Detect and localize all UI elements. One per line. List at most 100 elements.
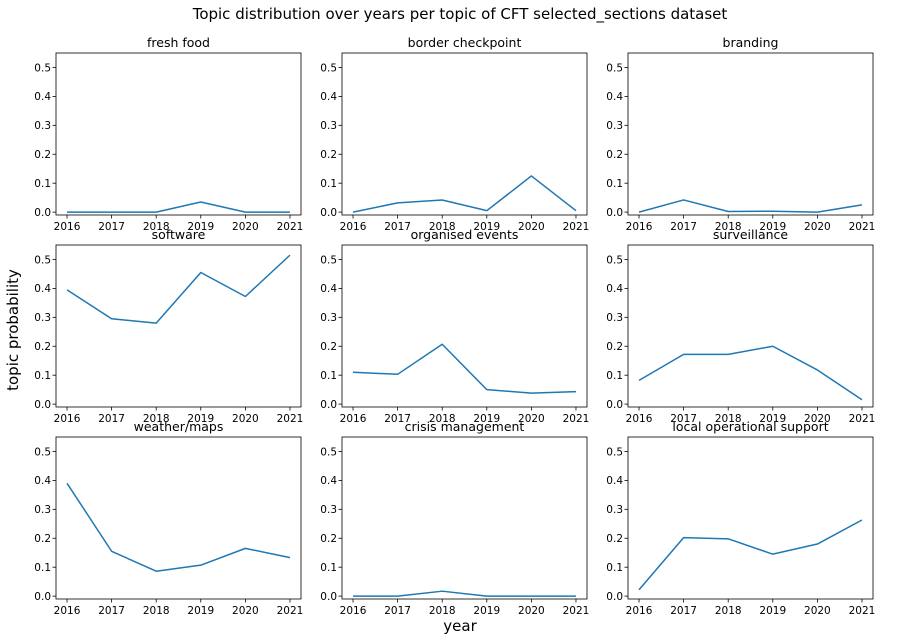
y-tick-label: 0.2 [606,341,623,353]
y-tick-label: 0.0 [606,399,623,411]
y-tick-label: 0.1 [34,562,51,574]
y-tick-label: 0.5 [34,62,51,74]
x-tick-label: 2019 [187,221,214,233]
y-tick-label: 0.1 [320,370,337,382]
subplot-surveillance: surveillance 0.0 0.1 0.2 0.3 0.4 0.5 2016 2017 20… [606,227,875,425]
x-tick-label: 2020 [804,605,831,617]
y-tick-label: 0.2 [606,149,623,161]
y-tick-label: 0.1 [606,562,623,574]
y-tick-label: 0.3 [34,504,51,516]
series-line-weather-maps [66,482,291,572]
x-tick-label: 2021 [277,221,304,233]
y-tick-label: 0.3 [606,504,623,516]
x-tick-label: 2020 [518,413,545,425]
subplot-title: border checkpoint [408,35,522,50]
y-tick-label: 0.2 [320,149,337,161]
y-tick-label: 0.1 [606,178,623,190]
y-tick-label: 0.3 [606,312,623,324]
x-tick-label: 2018 [429,221,456,233]
y-tick-label: 0.0 [34,591,51,603]
x-tick-label: 2020 [804,413,831,425]
subplot-title: software [152,227,206,242]
x-tick-label: 2018 [143,413,170,425]
x-tick-label: 2016 [626,221,653,233]
x-tick-label: 2017 [384,221,411,233]
subplot-fresh-food: fresh food 0.0 0.1 0.2 0.3 0.4 0.5 2016 2017 2018… [34,35,303,233]
y-tick-label: 0.5 [606,254,623,266]
y-tick-label: 0.2 [34,149,51,161]
x-tick-label: 2021 [563,221,590,233]
x-tick-label: 2020 [232,221,259,233]
y-tick-label: 0.3 [606,120,623,132]
x-tick-label: 2018 [429,605,456,617]
x-tick-label: 2019 [759,605,786,617]
axes-frame [55,52,302,216]
series-line-surveillance [638,345,863,401]
axes-frame [627,244,874,408]
series-line-local-operational-support [638,519,863,591]
axes-frame [55,244,302,408]
axes-frame [341,436,588,600]
y-tick-label: 0.1 [34,178,51,190]
axes-frame [627,52,874,216]
y-tick-label: 0.5 [606,62,623,74]
y-tick-label: 0.3 [34,120,51,132]
y-tick-label: 0.2 [34,533,51,545]
y-tick-label: 0.4 [606,283,623,295]
y-tick-label: 0.4 [320,91,337,103]
subplot-software: software 0.0 0.1 0.2 0.3 0.4 0.5 2016 2017 2018 20… [34,227,303,425]
x-tick-label: 2016 [54,605,81,617]
subplot-crisis-management: crisis management 0.0 0.1 0.2 0.3 0.4 0.5 2016 2… [320,419,589,617]
y-tick-label: 0.4 [34,91,51,103]
x-tick-label: 2019 [187,605,214,617]
subplot-local-operational-support: local operational support 0.0 0.1 0.2 0.3 0.4… [606,419,875,617]
subplot-weather-maps: weather/maps 0.0 0.1 0.2 0.3 0.4 0.5 2016 2017 20… [34,419,303,617]
y-tick-label: 0.0 [320,207,337,219]
figure-title: Topic distribution over years per topic … [192,5,728,24]
y-tick-label: 0.4 [34,283,51,295]
x-tick-label: 2020 [232,413,259,425]
x-tick-label: 2021 [277,605,304,617]
x-tick-label: 2017 [670,605,697,617]
y-tick-label: 0.2 [606,533,623,545]
y-tick-label: 0.0 [34,207,51,219]
series-line-organised-events [352,343,576,394]
subplot-organised-events: organised events 0.0 0.1 0.2 0.3 0.4 0.5 2016 20… [320,227,589,425]
y-tick-label: 0.1 [34,370,51,382]
x-tick-label: 2018 [715,605,742,617]
subplot-title: branding [723,35,779,50]
axes-frame [55,436,302,600]
y-tick-label: 0.3 [320,120,337,132]
y-tick-label: 0.5 [320,62,337,74]
x-tick-label: 2016 [340,413,367,425]
series-line-crisis-management [353,590,576,597]
series-line-branding [638,199,863,213]
x-tick-label: 2017 [98,605,125,617]
series-line-software [66,254,291,324]
subplot-title: organised events [411,227,519,242]
axes-frame [341,52,588,216]
x-tick-label: 2017 [98,413,125,425]
x-tick-label: 2016 [340,605,367,617]
x-tick-label: 2019 [187,413,214,425]
x-axis-label: year [443,617,477,635]
y-axis-label: topic probability [4,269,22,391]
subplot-title: local operational support [672,419,828,434]
x-tick-label: 2018 [143,221,170,233]
x-tick-label: 2018 [715,221,742,233]
y-tick-label: 0.1 [320,562,337,574]
y-tick-label: 0.2 [320,341,337,353]
y-tick-label: 0.5 [320,254,337,266]
subplot-border-checkpoint: border checkpoint 0.0 0.1 0.2 0.3 0.4 0.5 2016 2… [320,35,589,233]
x-tick-label: 2019 [473,605,500,617]
series-line-fresh-food [67,201,290,213]
y-tick-label: 0.4 [320,283,337,295]
x-tick-label: 2016 [626,605,653,617]
y-tick-label: 0.5 [34,446,51,458]
x-tick-label: 2021 [849,413,876,425]
y-tick-label: 0.0 [606,207,623,219]
x-tick-label: 2016 [54,413,81,425]
y-tick-label: 0.5 [606,446,623,458]
subplot-title: weather/maps [134,419,224,434]
